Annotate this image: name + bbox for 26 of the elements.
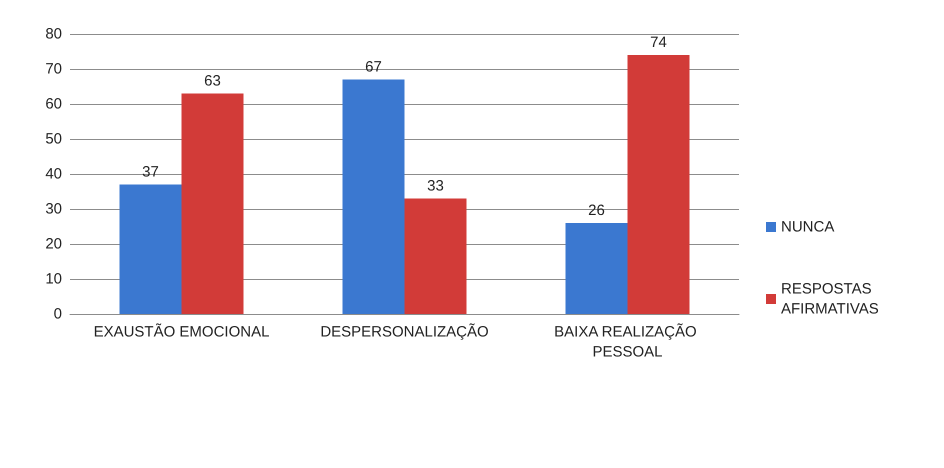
x-tick-label: BAIXA REALIZAÇÃO PESSOAL [554,322,701,360]
bar [182,94,244,314]
x-tick-label: DESPERSONALIZAÇÃO [320,322,489,340]
data-label: 26 [588,202,605,219]
y-tick-label: 20 [45,236,62,252]
bar [120,184,182,314]
bar [404,198,466,314]
y-tick-label: 10 [45,270,62,288]
y-tick-label: 50 [45,130,62,148]
bar [342,80,404,314]
legend-label: NUNCA [781,218,834,236]
y-tick-label: 60 [45,96,62,112]
y-tick-label: 40 [45,166,62,182]
y-tick-label: 70 [45,60,62,78]
x-tick-label: EXAUSTÃO EMOCIONAL [94,322,270,340]
legend-label: RESPOSTAS AFIRMATIVAS [781,280,879,318]
bar [628,55,690,314]
y-tick-label: 30 [45,200,62,218]
data-label: 63 [204,72,221,90]
bar [566,223,628,314]
data-label: 37 [142,164,159,180]
y-tick-label: 0 [54,306,62,322]
data-label: 33 [427,178,444,194]
data-label: 67 [365,58,382,76]
y-tick-label: 80 [45,26,62,42]
data-label: 74 [650,34,667,51]
